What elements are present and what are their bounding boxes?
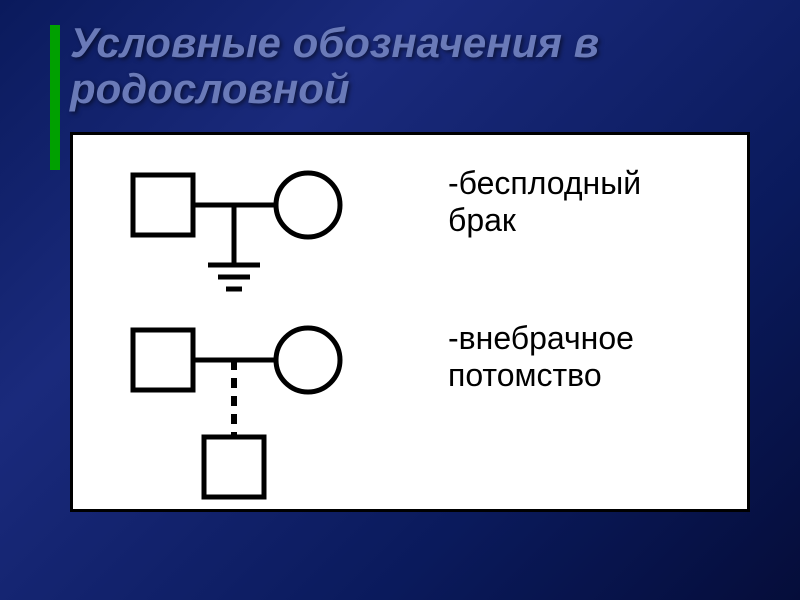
slide-title: Условные обозначения в родословной	[0, 0, 800, 122]
male-square-2	[133, 330, 193, 390]
legend-label-1: -бесплодный брак	[448, 165, 641, 239]
legend-label-2-line1: -внебрачное	[448, 320, 634, 356]
child-square	[204, 437, 264, 497]
male-square-1	[133, 175, 193, 235]
female-circle-1	[276, 173, 340, 237]
title-accent-bar	[50, 25, 60, 170]
pedigree-svg	[93, 145, 433, 505]
legend-label-1-line2: брак	[448, 202, 516, 238]
legend-label-2-line2: потомство	[448, 357, 602, 393]
diagram-panel: -бесплодный брак -внебрачное потомство	[70, 132, 750, 512]
female-circle-2	[276, 328, 340, 392]
legend-label-2: -внебрачное потомство	[448, 320, 634, 394]
legend-label-1-line1: -бесплодный	[448, 165, 641, 201]
